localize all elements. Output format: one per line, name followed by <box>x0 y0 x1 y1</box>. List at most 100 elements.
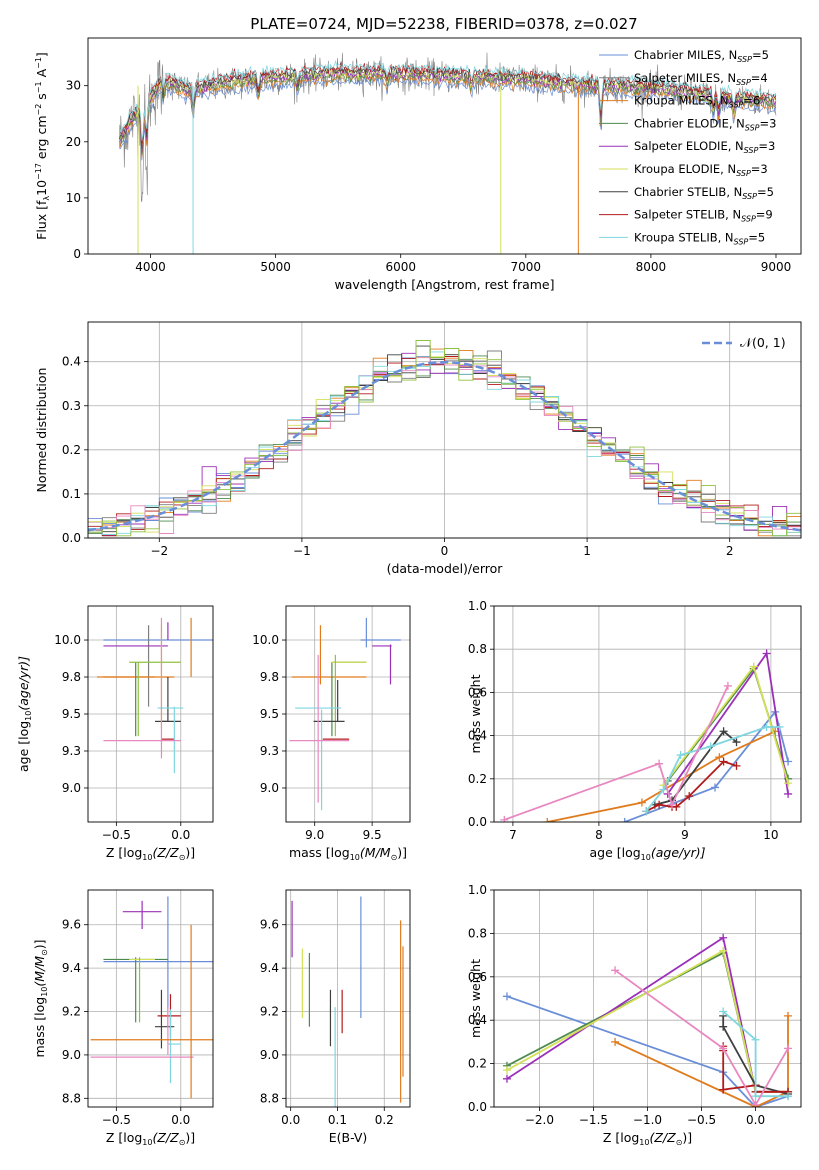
x-axis-label-part: mass [log <box>289 845 350 860</box>
y-tick-label: 9.4 <box>260 961 279 975</box>
axes-frame <box>87 889 214 1108</box>
weight-point-marker <box>784 1011 793 1020</box>
x-tick-label: 1 <box>583 544 591 558</box>
y-axis-label-part: −2 <box>34 104 43 116</box>
x-tick-label: 0.0 <box>281 1113 300 1127</box>
y-tick-label: 0.1 <box>62 487 81 501</box>
weight-point-marker <box>784 1092 793 1101</box>
y-tick-label: 0.6 <box>468 685 487 699</box>
weight-point-marker <box>611 1037 620 1046</box>
weight-series-line <box>614 1015 789 1107</box>
x-axis-label-part: )] <box>682 1130 692 1145</box>
x-tick-label: −1.5 <box>579 1113 608 1127</box>
x-axis-label: Z [log10(Z/Z⊙)] <box>106 1130 195 1147</box>
x-axis-label-part: ⊙ <box>391 853 398 862</box>
y-tick-label: 9.5 <box>260 707 279 721</box>
plot-area-age-vs-mass <box>289 617 401 811</box>
y-axis-label: mass weight <box>468 674 483 753</box>
x-axis-label-part: ⊙ <box>179 1138 186 1147</box>
weight-point-marker <box>642 807 651 816</box>
axes-age-vs-mass: 9.0 9.5 9.0 9.3 9.5 9.8 10.0 mass [log10(M/M⊙)] <box>252 605 411 862</box>
y-axis-label-part: 10 <box>24 711 33 721</box>
legend-label: Salpeter MILES, NSSP=4 <box>634 71 768 87</box>
y-tick-label: 0.3 <box>62 399 81 413</box>
x-axis-label-part: )] <box>397 845 407 860</box>
axes-mass-vs-Z: −0.5 0.08.89.09.29.49.6Z [log10(Z/Z⊙)]mas… <box>32 889 214 1147</box>
x-tick-label: 9.5 <box>363 828 382 842</box>
x-axis-label-part: 10 <box>350 853 360 862</box>
weight-point-marker <box>711 783 720 792</box>
legend-label-part: =4 <box>751 71 768 85</box>
histogram-step-line <box>88 352 801 536</box>
y-axis-label-part: −1 <box>34 57 43 69</box>
weight-point-marker <box>620 818 629 822</box>
legend-label-part: =3 <box>760 116 777 130</box>
weight-point-marker <box>751 1100 760 1107</box>
y-tick-label: 0.0 <box>468 1100 487 1114</box>
legend-label-part: SSP <box>734 237 749 246</box>
y-tick-label: 9.3 <box>260 744 279 758</box>
weight-point-marker <box>685 792 694 801</box>
weight-point-marker <box>719 1007 728 1016</box>
x-tick-label: 7 <box>509 828 517 842</box>
legend-label-part: Chabrier MILES, N <box>634 48 737 62</box>
y-axis-label-part: s <box>34 93 49 104</box>
y-tick-label: 0.6 <box>468 970 487 984</box>
y-tick-label: 10 <box>66 191 81 205</box>
weight-point-marker <box>751 1092 760 1101</box>
x-axis-label: E(B-V) <box>329 1130 368 1145</box>
weight-point-marker <box>762 649 771 658</box>
x-axis-label-part: 10 <box>142 853 152 862</box>
axes-frame <box>87 37 802 255</box>
legend-label: Chabrier STELIB, NSSP=5 <box>634 185 774 201</box>
y-tick-label: 0.2 <box>468 772 487 786</box>
y-axis-label-part: 10 <box>34 180 49 196</box>
legend-label-part: Chabrier ELODIE, N <box>634 116 745 130</box>
x-axis-label-part: (Z/Z <box>152 1130 179 1145</box>
legend-label-part: =3 <box>751 162 768 176</box>
x-tick-label: 0.0 <box>746 1113 765 1127</box>
y-axis-label-part: 10 <box>40 987 49 997</box>
y-tick-label: 9.4 <box>62 961 81 975</box>
x-axis-label-part: Z [log <box>106 845 142 860</box>
y-axis-label-part: A <box>34 68 49 81</box>
x-tick-label: 5000 <box>260 260 291 274</box>
legend-label-part: SSP <box>744 146 759 155</box>
x-tick-label: 8000 <box>636 260 667 274</box>
x-axis-label-part: 10 <box>641 853 651 862</box>
y-tick-label: 8.8 <box>260 1091 279 1105</box>
legend-label-part: SSP <box>742 192 757 201</box>
y-axis-label-part: )] <box>32 939 47 949</box>
weight-point-marker <box>719 933 728 942</box>
x-tick-label: 9 <box>681 828 689 842</box>
weight-point-marker <box>784 757 793 766</box>
legend-label: 𝒩(0, 1) <box>740 335 786 350</box>
weight-point-marker <box>784 779 793 788</box>
weight-point-marker <box>637 798 646 807</box>
x-tick-label: −0.5 <box>687 1113 716 1127</box>
x-tick-label: −0.5 <box>102 1113 131 1127</box>
x-tick-label: 10 <box>763 828 778 842</box>
weight-point-marker <box>502 1066 511 1075</box>
y-tick-label: 20 <box>66 135 81 149</box>
weight-point-marker <box>723 681 732 690</box>
x-axis-label-part: age [log <box>589 845 640 860</box>
y-axis-label-part: ⊙ <box>40 949 49 956</box>
axes-residual-distribution: −2 −1 0 1 2 0.0 0.1 0.2 0.3 0.4 (data-model)/error… <box>34 321 802 576</box>
y-tick-label: 0.0 <box>62 531 81 545</box>
plot-area-age-vs-Z <box>97 617 213 774</box>
weight-point-marker <box>732 738 741 747</box>
legend-label: Kroupa ELODIE, NSSP=3 <box>634 162 768 178</box>
weight-point-marker <box>784 1044 793 1053</box>
weight-series-line <box>662 664 789 786</box>
y-axis-label: Flux [fλ10−17 erg cm−2 s−1 A−1] <box>34 52 51 240</box>
weight-series-line <box>645 726 780 812</box>
x-axis-label-part: )] <box>185 1130 195 1145</box>
x-axis-label: (data-model)/error <box>387 561 504 576</box>
y-tick-label: 9.0 <box>260 781 279 795</box>
y-tick-label: 9.8 <box>260 670 279 684</box>
legend-label: Chabrier ELODIE, NSSP=3 <box>634 116 776 132</box>
weight-point-marker <box>543 818 552 822</box>
legend-label: Salpeter ELODIE, NSSP=3 <box>634 139 775 155</box>
x-axis-label-part: ⊙ <box>676 1138 683 1147</box>
